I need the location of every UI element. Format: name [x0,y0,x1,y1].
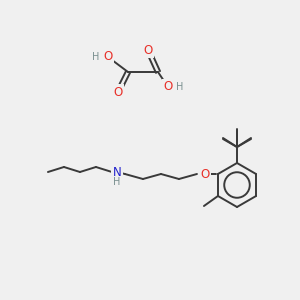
Text: O: O [103,50,112,64]
Text: H: H [113,177,121,187]
Text: O: O [143,44,153,56]
Text: H: H [92,52,100,62]
Text: O: O [200,167,210,181]
Text: O: O [113,85,123,98]
Text: H: H [176,82,184,92]
Text: N: N [112,166,121,178]
Text: O: O [164,80,172,94]
